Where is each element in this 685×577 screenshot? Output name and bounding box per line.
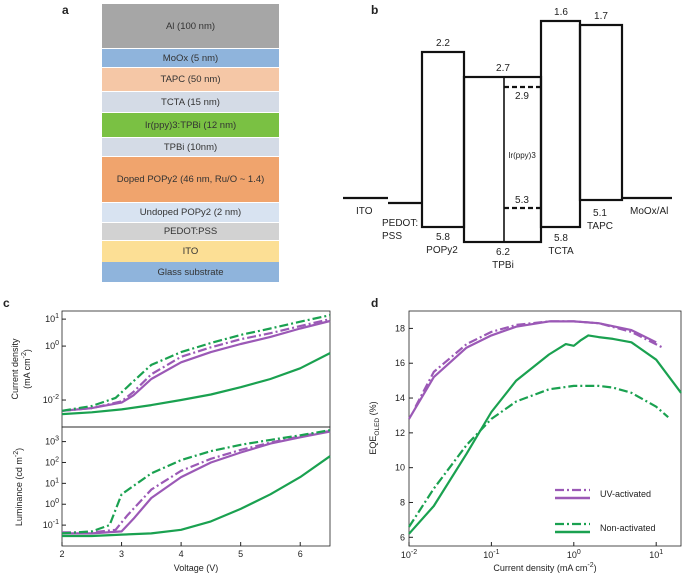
pedot-label-line1: PEDOT: <box>382 218 418 229</box>
stack-layer: TAPC (50 nm) <box>102 68 279 91</box>
stack-layer: Doped POPy2 (46 nm, Ru/O ~ 1.4) <box>102 157 279 202</box>
tpbi-name: TPBi <box>492 260 514 271</box>
panel-c-letter: c <box>3 296 10 310</box>
tpbi-bottom-label: 6.2 <box>496 247 510 258</box>
y-axis-label: EQEOLED (%) <box>368 401 381 454</box>
stack-layer: TCTA (15 nm) <box>102 92 279 112</box>
stack-layer: TPBi (10nm) <box>102 138 279 156</box>
y-tick-label: 103 <box>45 436 59 447</box>
tcta-top-label: 1.6 <box>554 7 568 18</box>
pedot-label-line2: PSS <box>382 231 402 242</box>
y-axis-label: Luminance (cd m-2) <box>13 448 24 526</box>
tapc-bottom-label: 5.1 <box>593 208 607 219</box>
stack-layer: MoOx (5 nm) <box>102 49 279 67</box>
x-tick-label: 100 <box>567 549 581 560</box>
y-axis-units: (mA cm-2) <box>21 349 32 389</box>
y-tick-label: 10-2 <box>43 394 59 405</box>
y-tick-label: 16 <box>395 358 405 368</box>
tcta-bottom-label: 5.8 <box>554 233 568 244</box>
series-line <box>61 314 331 412</box>
legend-label: Non-activated <box>600 523 656 533</box>
x-tick-label: 6 <box>298 549 303 559</box>
y-tick-label: 101 <box>45 477 59 488</box>
x-tick-label: 5 <box>238 549 243 559</box>
panel-b-letter: b <box>371 3 379 17</box>
tcta-name: TCTA <box>548 246 574 257</box>
y-tick-label: 12 <box>395 428 405 438</box>
x-tick-label: 2 <box>59 549 64 559</box>
stack-layer: Ir(ppy)3:TPBi (12 nm) <box>102 113 279 137</box>
series-line <box>408 384 669 528</box>
y-tick-label: 18 <box>395 323 405 333</box>
ir-name: Ir(ppy)3 <box>508 151 536 160</box>
tapc-box <box>578 23 624 202</box>
series-line <box>408 320 657 420</box>
y-tick-label: 101 <box>45 313 59 324</box>
y-tick-label: 14 <box>395 393 405 403</box>
popy2-bottom-label: 5.8 <box>436 232 450 243</box>
y-axis-label: Current density <box>10 338 20 400</box>
x-tick-label: 10-2 <box>401 549 417 560</box>
series-line <box>62 429 331 534</box>
panel-d-letter: d <box>371 296 379 310</box>
series-line <box>61 352 331 416</box>
plot-frame <box>61 310 331 428</box>
y-tick-label: 8 <box>400 497 405 507</box>
series-line <box>61 429 331 535</box>
ir-top-label: 2.9 <box>515 91 529 102</box>
ir-bottom-label: 5.3 <box>515 195 529 206</box>
x-tick-label: 101 <box>649 549 663 560</box>
plot-frame <box>408 310 682 547</box>
stack-layer: Glass substrate <box>102 262 279 282</box>
series-line <box>408 334 682 535</box>
x-tick-label: 4 <box>179 549 184 559</box>
stack-layer: ITO <box>102 241 279 262</box>
y-tick-label: 102 <box>45 456 59 467</box>
tapc-name: TAPC <box>587 221 613 232</box>
series-line <box>61 319 331 412</box>
y-tick-label: 6 <box>400 532 405 542</box>
y-tick-label: 100 <box>45 340 59 351</box>
popy2-name: POPy2 <box>426 245 458 256</box>
popy2-top-label: 2.2 <box>436 38 450 49</box>
ito-label: ITO <box>356 206 373 217</box>
x-axis-label: Current density (mA cm-2) <box>493 562 596 573</box>
y-tick-label: 10-1 <box>43 519 59 530</box>
legend-label: UV-activated <box>600 489 651 499</box>
stack-layer: PEDOT:PSS <box>102 223 279 240</box>
series-line <box>62 455 331 538</box>
panel-a-letter: a <box>62 3 69 17</box>
x-tick-label: 10-1 <box>483 549 499 560</box>
y-tick-label: 100 <box>45 498 59 509</box>
stack-layer: Undoped POPy2 (2 nm) <box>102 203 279 222</box>
moox-label: MoOx/Al <box>630 206 668 217</box>
y-tick-label: 10 <box>395 463 405 473</box>
tapc-top-label: 1.7 <box>594 11 608 22</box>
stack-layer: Al (100 nm) <box>102 4 279 48</box>
plot-frame <box>61 426 331 547</box>
tpbi-top-label: 2.7 <box>496 63 510 74</box>
x-tick-label: 3 <box>119 549 124 559</box>
x-axis-label: Voltage (V) <box>174 563 219 573</box>
